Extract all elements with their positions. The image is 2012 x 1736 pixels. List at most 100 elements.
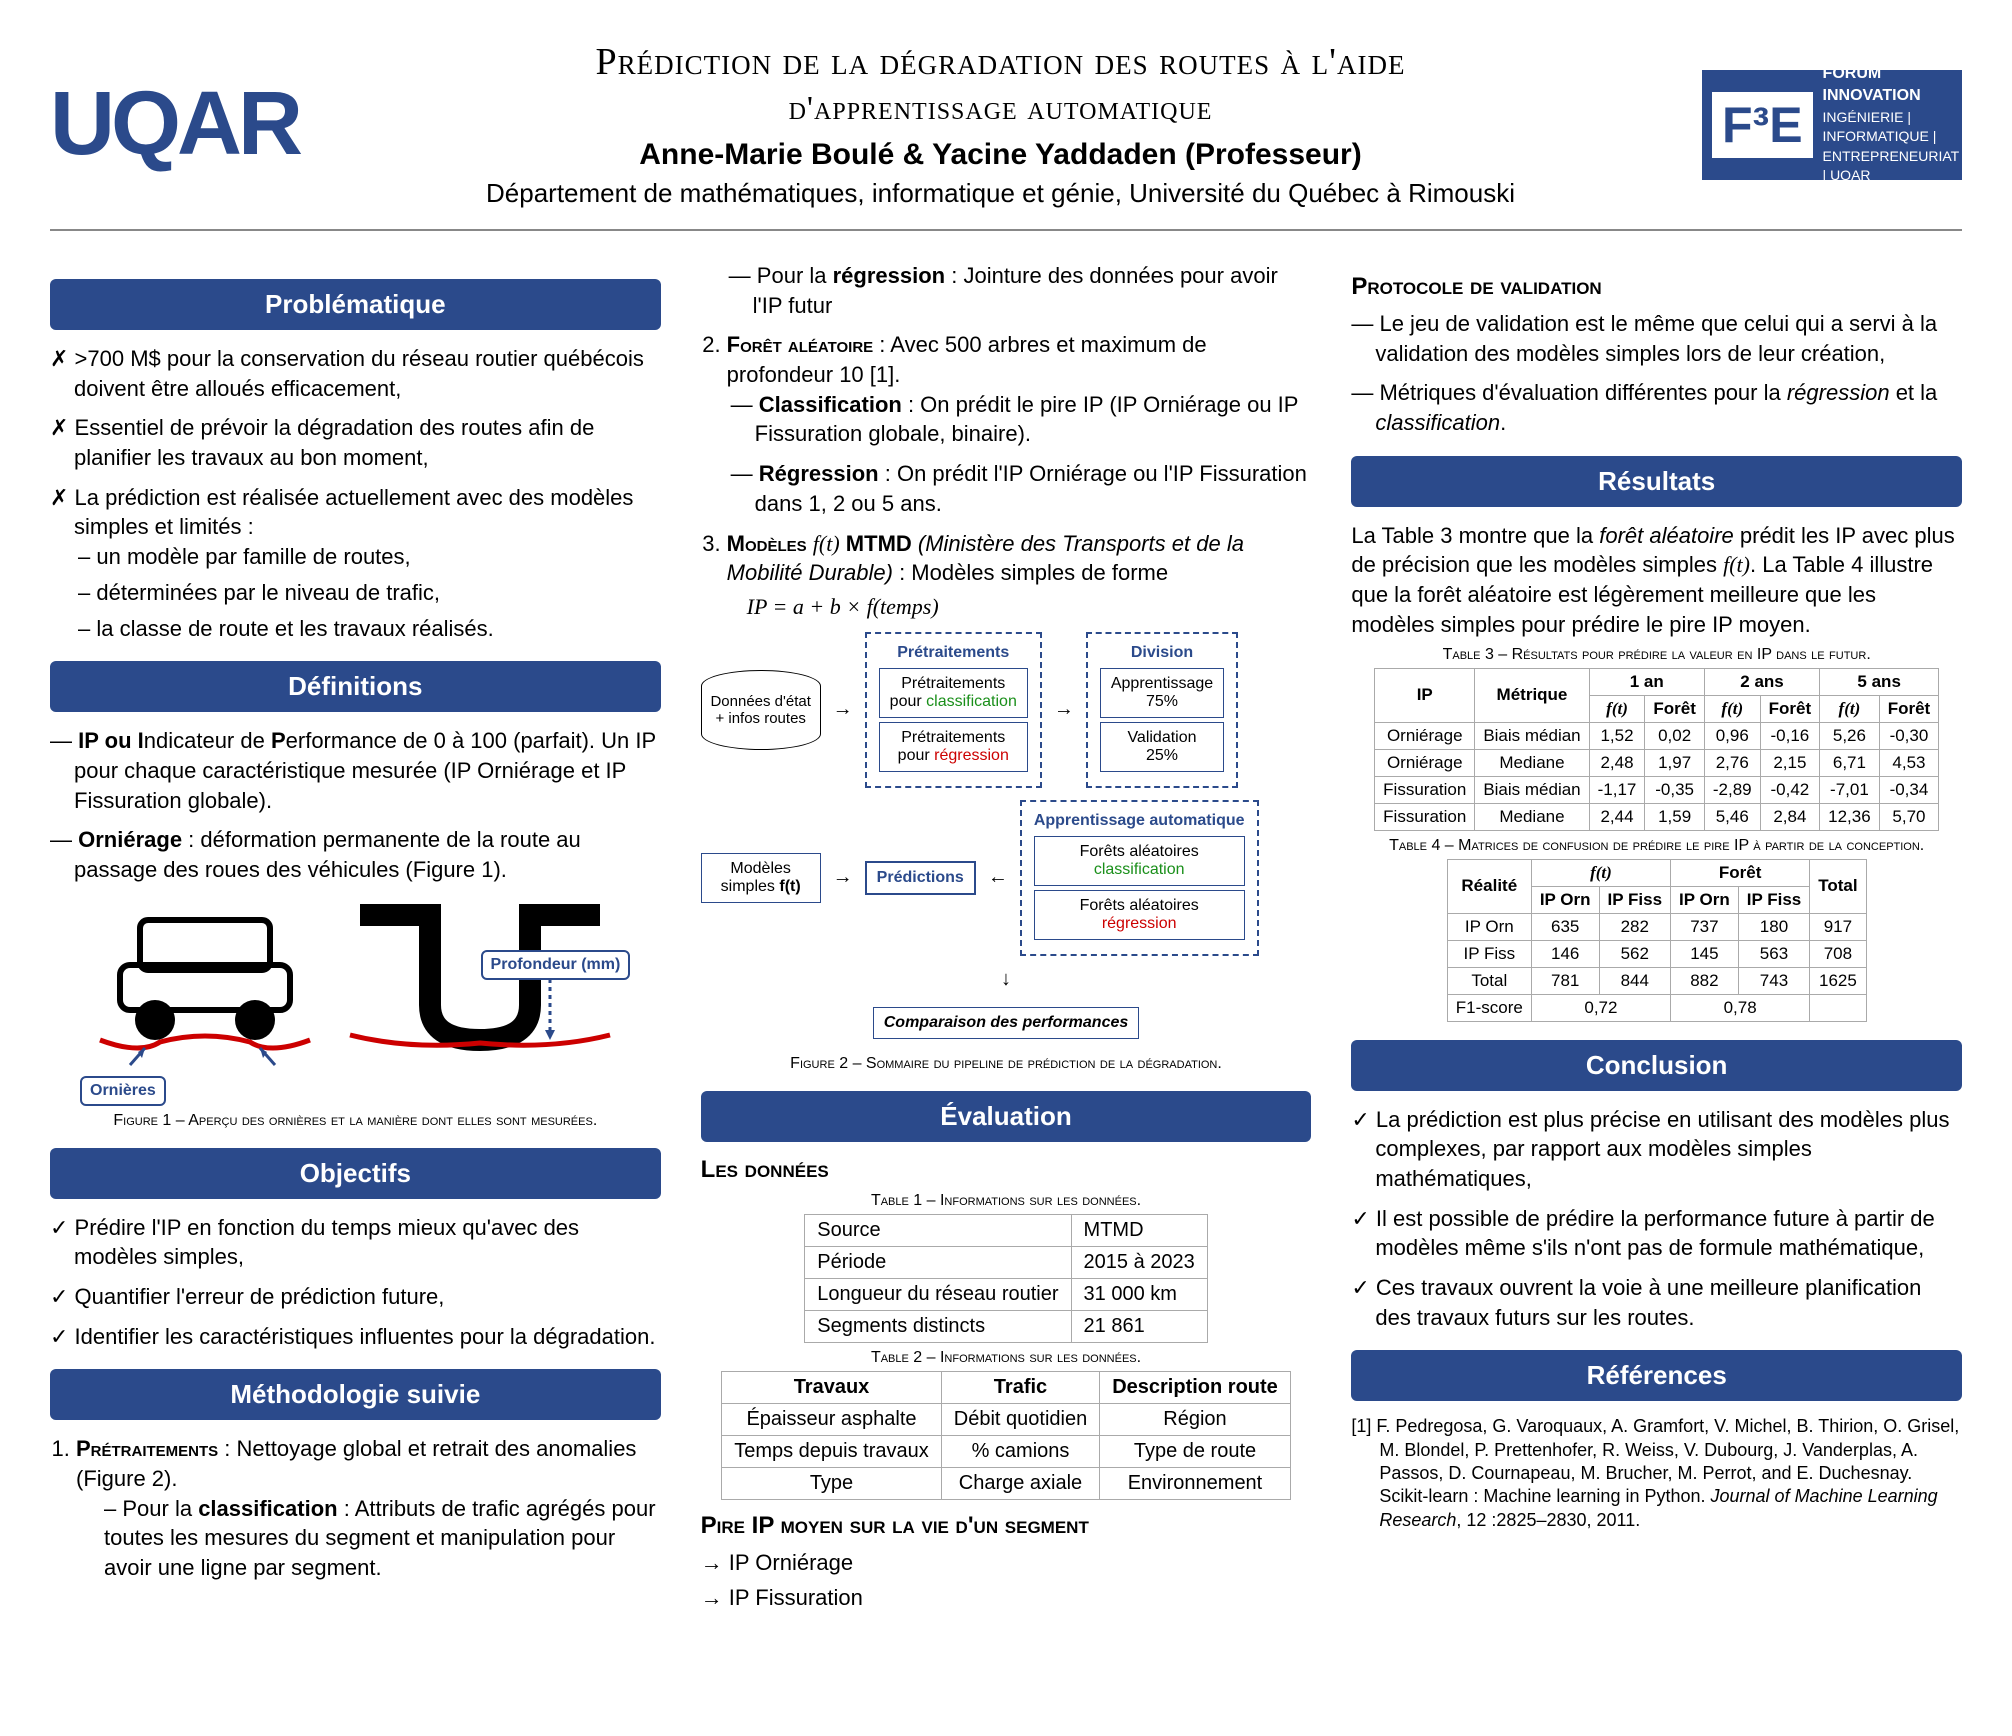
def-ip-pre: IP ou [78,728,138,753]
fig2-pret-reg: Prétraitementspour régression [879,722,1028,772]
fie-mark: F³E [1712,92,1813,158]
arrow-icon: → [833,866,853,889]
table-3: IP Métrique 1 an 2 ans 5 ans f(t)Forêt f… [1374,668,1939,831]
p2p: Métriques d'évaluation différentes pour … [1379,380,1786,405]
p2po: . [1500,410,1506,435]
step1-class: Pour la classification : Attributs de tr… [104,1494,661,1583]
table-cell: Mediane [1475,749,1589,776]
definitions-list: IP ou Indicateur de Performance de 0 à 1… [50,726,661,884]
section-references: Références [1351,1350,1962,1401]
columns: Problématique >700 M$ pour la conservati… [50,261,1962,1619]
table-3-caption: Table 3 – Résultats pour prédire la vale… [1351,646,1962,664]
prob-item-2: Essentiel de prévoir la dégradation des … [50,413,661,472]
problematique-list: >700 M$ pour la conservation du réseau r… [50,344,661,643]
t3y5: 5 ans [1820,668,1939,695]
table-1: SourceMTMD Période2015 à 2023 Longueur d… [804,1214,1208,1343]
table-cell: 781 [1531,967,1599,994]
table-cell: 737 [1671,913,1739,940]
t2r3c1: Type [722,1467,942,1499]
table-cell: IP Orn [1447,913,1531,940]
header-center: Prédiction de la dégradation des routes … [339,40,1662,209]
table-4-caption: Table 4 – Matrices de confusion de prédi… [1351,837,1962,855]
step2-sublist: Classification : On prédit le pire IP (I… [727,390,1312,519]
protocole-list: Le jeu de validation est le même que cel… [1351,309,1962,438]
table-cell: Fissuration [1375,776,1475,803]
step2-reg: Régression : On prédit l'IP Orniérage ou… [731,459,1312,518]
fig2-predictions: Prédictions [865,861,976,895]
table-cell: -0,35 [1645,776,1705,803]
fie-line1: FORUM INNOVATION [1823,65,1921,104]
rpm: f(t) [1723,552,1750,577]
sub-les-donnees: Les données [701,1156,1312,1184]
section-definitions: Définitions [50,661,661,712]
obj-1: Prédire l'IP en fonction du temps mieux … [50,1213,661,1272]
fig2-pret-title: Prétraitements [879,644,1028,662]
t4f1fo: 0,78 [1671,994,1810,1021]
t1r2k: Période [805,1246,1071,1278]
prob-item-3-text: La prédiction est réalisée actuellement … [74,485,633,540]
methodo-list: Prétraitements : Nettoyage global et ret… [50,1434,661,1582]
t4ft: f(t) [1531,859,1670,886]
figure-1: Profondeur (mm) [50,895,661,1070]
table-cell: Orniérage [1375,722,1475,749]
fie-line3: ENTREPRENEURIAT | UQAR [1823,148,1959,184]
concl-2: Il est possible de prédire la performanc… [1351,1204,1962,1263]
t3ft3: f(t) [1820,695,1880,722]
section-resultats: Résultats [1351,456,1962,507]
uqar-logo: UQAR [50,73,299,176]
rp1: La Table 3 montre que la [1351,523,1599,548]
fig2-valid: Validation25% [1100,722,1224,772]
table-cell: 5,70 [1879,803,1939,830]
t2r1c1: Épaisseur asphalte [722,1403,942,1435]
prob-sub-1: un modèle par famille de routes, [102,542,661,572]
pire-ip-list: IP Orniérage IP Fissuration [701,1548,1312,1613]
section-problematique: Problématique [50,279,661,330]
table-cell: Biais médian [1475,776,1589,803]
figure-1-caption: Figure 1 – Aperçu des ornières et la man… [50,1112,661,1130]
table-cell: 12,36 [1820,803,1880,830]
t2r2c1: Temps depuis travaux [722,1435,942,1467]
t4f1l: F1-score [1447,994,1531,1021]
table-cell: -0,16 [1760,722,1820,749]
arrow-icon: → [1054,698,1074,721]
t4f1blank [1810,994,1866,1021]
t4total: Total [1810,859,1866,913]
fig2-ml-title: Apprentissage automatique [1034,812,1245,830]
prob-sublist: un modèle par famille de routes, détermi… [74,542,661,643]
column-2: Pour la régression : Jointure des donnée… [701,261,1312,1619]
def-ip-m1: ndicateur de [144,728,271,753]
obj-2: Quantifier l'erreur de prédiction future… [50,1282,661,1312]
prob-sub-2: déterminées par le niveau de trafic, [102,578,661,608]
t4o2: IP Orn [1671,886,1739,913]
table-cell: 2,76 [1704,749,1760,776]
arrow-icon: ← [988,866,1008,889]
s1rb: régression [833,263,946,288]
step2-title: Forêt aléatoire [727,332,874,357]
methodo-step-2: Forêt aléatoire : Avec 500 arbres et max… [727,330,1312,518]
section-objectifs: Objectifs [50,1148,661,1199]
ref-1: [1] F. Pedregosa, G. Varoquaux, A. Gramf… [1351,1415,1962,1532]
table-cell: -1,17 [1589,776,1645,803]
fig2-rf-reg: Forêts aléatoiresrégression [1034,890,1245,940]
t1r2v: 2015 à 2023 [1071,1246,1207,1278]
step3-b: MTMD [840,531,912,556]
methodo-step-3: Modèles f(t) MTMD (Ministère des Transpo… [727,529,1312,622]
fig2-compare: Comparaison des performances [873,1007,1140,1039]
table-cell: 1625 [1810,967,1866,994]
department: Département de mathématiques, informatiq… [339,178,1662,209]
table-1-caption: Table 1 – Informations sur les données. [701,1192,1312,1210]
figure-2-caption: Figure 2 – Sommaire du pipeline de prédi… [701,1055,1312,1073]
table-cell: 562 [1599,940,1671,967]
def-ip-b2: P [271,728,286,753]
section-methodologie: Méthodologie suivie [50,1369,661,1420]
table-cell: 145 [1671,940,1739,967]
step3-formula: IP = a + b × f(temps) [727,592,1312,622]
s2ab: Classification [759,392,902,417]
table-cell: 0,96 [1704,722,1760,749]
fig2-data-cylinder: Données d'état + infos routes [701,670,821,750]
table-cell: 1,59 [1645,803,1705,830]
table-cell: Total [1447,967,1531,994]
table-cell: 743 [1738,967,1810,994]
table-cell: 1,97 [1645,749,1705,776]
s1b: classification [198,1496,337,1521]
